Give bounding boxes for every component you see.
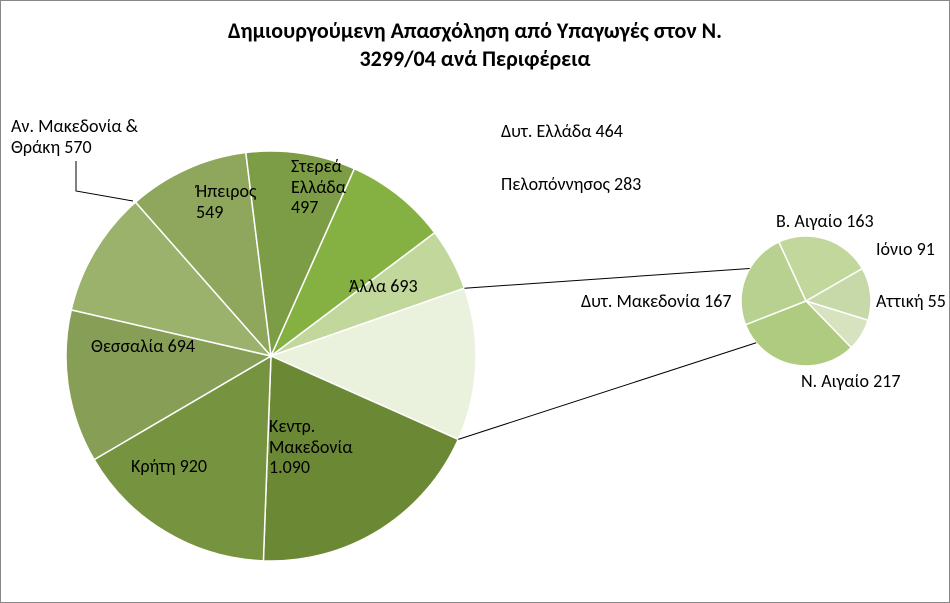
connector-line <box>464 269 749 289</box>
main-label-alla: Άλλα 693 <box>349 276 418 297</box>
main-label-an_makedonia: Αν. Μακεδονία & Θράκη 570 <box>11 116 138 157</box>
main-label-dyt_ellada: Δυτ. Ελλάδα 464 <box>501 121 623 142</box>
chart-svg <box>1 1 950 603</box>
sub-label-n_aigaio: Ν. Αιγαίο 217 <box>801 371 900 392</box>
sub-label-dyt_makedonia: Δυτ. Μακεδονία 167 <box>581 291 732 312</box>
main-label-sterea_ellada: Στερεά Ελλάδα 497 <box>291 156 346 218</box>
sub-label-v_aigaio: Β. Αιγαίο 163 <box>776 211 874 232</box>
connector-line <box>458 343 756 440</box>
leader-an_makedonia <box>76 161 133 201</box>
sub-label-attiki: Αττική 55 <box>876 291 946 312</box>
main-label-kriti: Κρήτη 920 <box>131 456 207 477</box>
main-label-thessalia: Θεσσαλία 694 <box>91 336 195 357</box>
main-label-ipeiros: Ήπειρος 549 <box>196 181 256 222</box>
sub-label-ionio: Ιόνιο 91 <box>876 239 935 260</box>
main-label-peloponnisos: Πελοπόννησος 283 <box>501 174 641 195</box>
main-label-kentr_makedonia: Κεντρ. Μακεδονία 1.090 <box>269 416 353 478</box>
chart-container: Δημιουργούμενη Απασχόληση από Υπαγωγές σ… <box>0 0 950 603</box>
